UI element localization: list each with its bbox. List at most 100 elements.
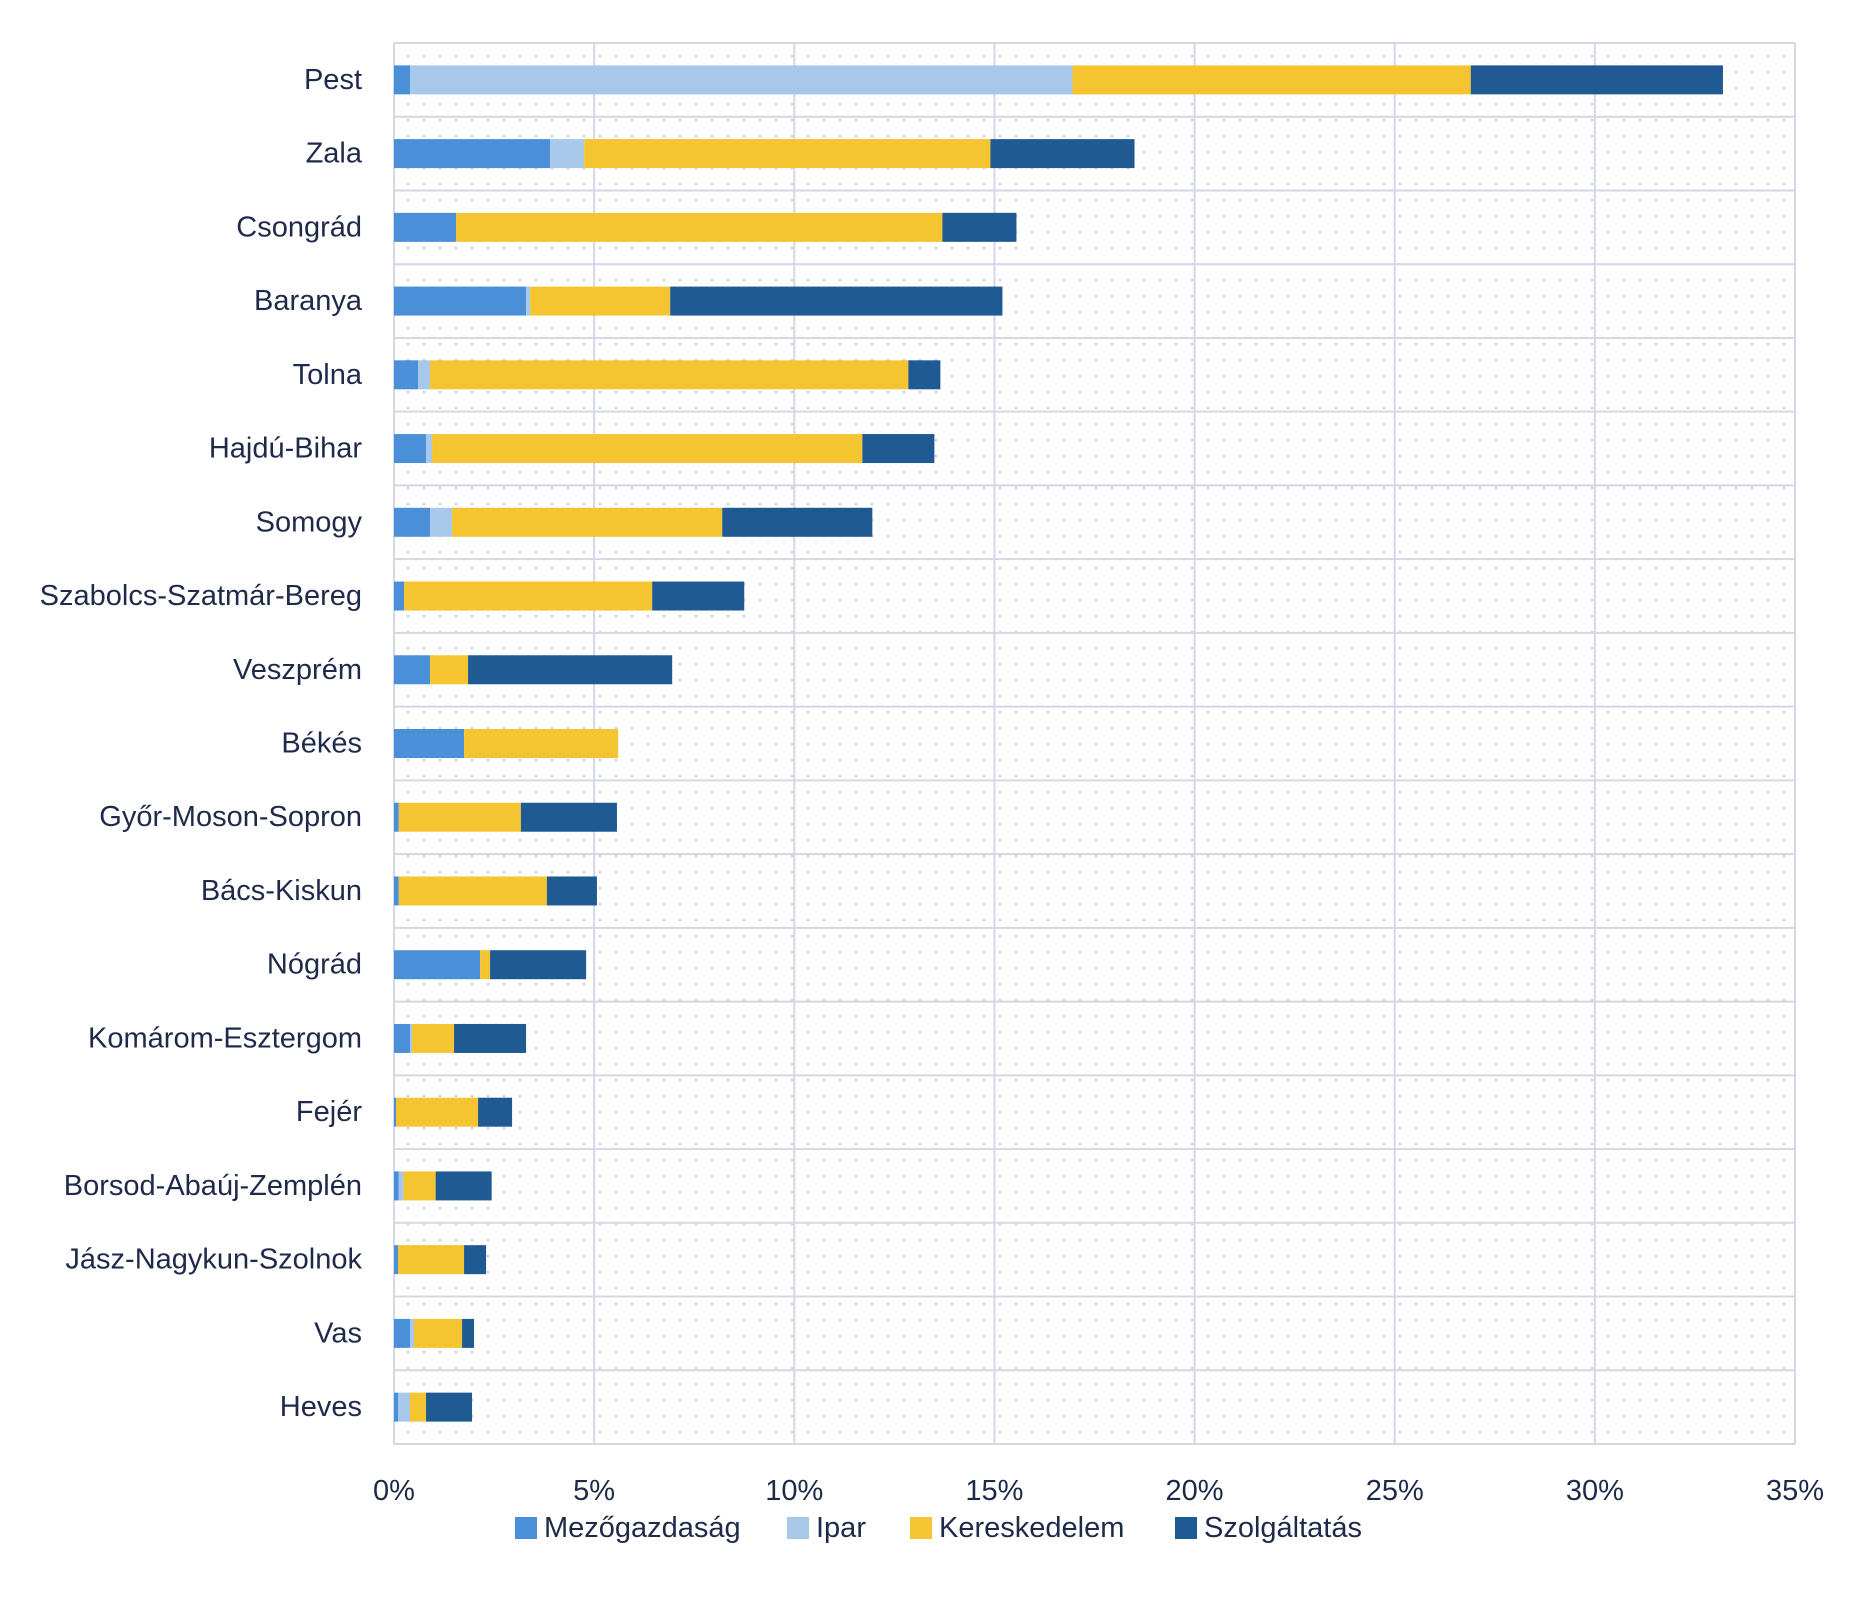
legend-label-1: Ipar [816,1512,866,1544]
bar-16-series-0 [394,1245,399,1275]
category-label-17: Vas [314,1317,362,1349]
bar-15-series-3 [435,1171,492,1201]
bar-12-series-2 [480,950,491,980]
bar-7-series-3 [652,581,745,611]
bar-18-series-1 [398,1392,411,1422]
bar-11-series-0 [394,876,399,906]
x-tick-label-1: 5% [573,1475,615,1507]
legend-swatch-1 [787,1517,809,1539]
bar-17-series-3 [462,1318,475,1348]
bar-3-series-1 [526,286,531,316]
category-label-15: Borsod-Abaúj-Zemplén [64,1170,362,1202]
legend-label-3: Szolgáltatás [1204,1512,1362,1544]
x-axis-tick-labels: 0% 5% 10% 15% 20% 25% 30% 35% [373,1475,1824,1507]
bar-10-series-2 [398,802,521,832]
legend-swatch-3 [1175,1517,1197,1539]
category-label-3: Baranya [254,285,363,317]
x-tick-label-2: 10% [765,1475,823,1507]
category-label-1: Zala [306,138,363,170]
bar-3-series-0 [394,286,527,316]
bar-13-series-2 [412,1023,455,1053]
x-tick-label-7: 35% [1766,1475,1824,1507]
bar-15-series-1 [398,1171,404,1201]
legend-label-2: Kereskedelem [939,1512,1124,1544]
bar-5-series-3 [862,434,935,464]
bar-3-series-3 [670,286,1003,316]
bar-0-series-0 [394,65,411,95]
category-label-10: Győr-Moson-Sopron [99,801,362,833]
category-label-11: Bács-Kiskun [201,875,362,907]
category-label-9: Békés [281,728,362,760]
bar-4-series-0 [394,360,419,390]
bar-13-series-0 [394,1023,411,1053]
bar-11-series-2 [398,876,547,906]
bar-14-series-3 [478,1097,513,1127]
legend-label-0: Mezőgazdaság [544,1512,741,1544]
legend-swatch-0 [515,1517,537,1539]
bar-5-series-2 [432,434,863,464]
bar-15-series-0 [394,1171,399,1201]
bar-1-series-1 [550,139,585,169]
plot-area [394,43,1795,1444]
bar-16-series-3 [464,1245,487,1275]
bar-18-series-3 [426,1392,473,1422]
bar-7-series-2 [404,581,653,611]
bar-7-series-0 [394,581,405,611]
bar-13-series-1 [410,1023,413,1053]
bar-12-series-3 [490,950,587,980]
bar-9-series-0 [394,729,465,758]
category-label-13: Komárom-Esztergom [88,1022,362,1054]
bar-6-series-1 [430,507,453,537]
category-label-7: Szabolcs-Szatmár-Bereg [40,580,362,612]
bar-18-series-0 [394,1392,399,1422]
category-label-14: Fejér [296,1096,362,1128]
x-tick-label-4: 20% [1166,1475,1224,1507]
bar-14-series-0 [394,1097,397,1127]
bar-3-series-2 [530,286,671,316]
bar-2-series-3 [942,212,1017,242]
category-label-6: Somogy [256,506,363,538]
bars-group [394,65,1723,1422]
x-tick-label-5: 25% [1366,1475,1424,1507]
bar-17-series-0 [394,1318,411,1348]
bar-6-series-2 [452,507,723,537]
x-tick-label-6: 30% [1566,1475,1624,1507]
category-label-5: Hajdú-Bihar [209,433,362,465]
bar-4-series-3 [908,360,941,390]
category-label-4: Tolna [293,359,363,391]
bar-1-series-3 [990,139,1135,169]
category-label-12: Nógrád [267,949,362,981]
category-label-18: Heves [280,1391,362,1423]
bar-5-series-0 [394,434,427,464]
bar-2-series-0 [394,212,457,242]
bar-2-series-2 [456,212,943,242]
bar-6-series-3 [722,507,873,537]
bar-1-series-2 [584,139,991,169]
bar-0-series-1 [410,65,1073,95]
bar-15-series-2 [403,1171,436,1201]
bar-0-series-2 [1072,65,1471,95]
legend-swatch-2 [910,1517,932,1539]
category-label-16: Jász-Nagykun-Szolnok [65,1244,362,1276]
x-tick-label-0: 0% [373,1475,415,1507]
category-label-2: Csongrád [236,211,362,243]
legend: Mezőgazdaság Ipar Kereskedelem Szolgáltatás [515,1512,1362,1544]
bar-10-series-3 [520,802,617,832]
plot-dot-fill [394,43,1795,1444]
category-label-8: Veszprém [233,654,362,686]
bar-4-series-2 [430,360,909,390]
bar-0-series-3 [1470,65,1723,95]
category-label-0: Pest [304,64,362,96]
bar-17-series-2 [414,1318,463,1348]
bar-13-series-3 [454,1023,527,1053]
bar-5-series-1 [426,434,433,464]
bar-8-series-0 [394,655,431,685]
bar-1-series-0 [394,139,551,169]
bar-8-series-2 [430,655,469,685]
bar-14-series-2 [396,1097,479,1127]
bar-8-series-3 [468,655,673,685]
bar-6-series-0 [394,507,431,537]
bar-11-series-3 [546,876,597,906]
bar-4-series-1 [418,360,431,390]
